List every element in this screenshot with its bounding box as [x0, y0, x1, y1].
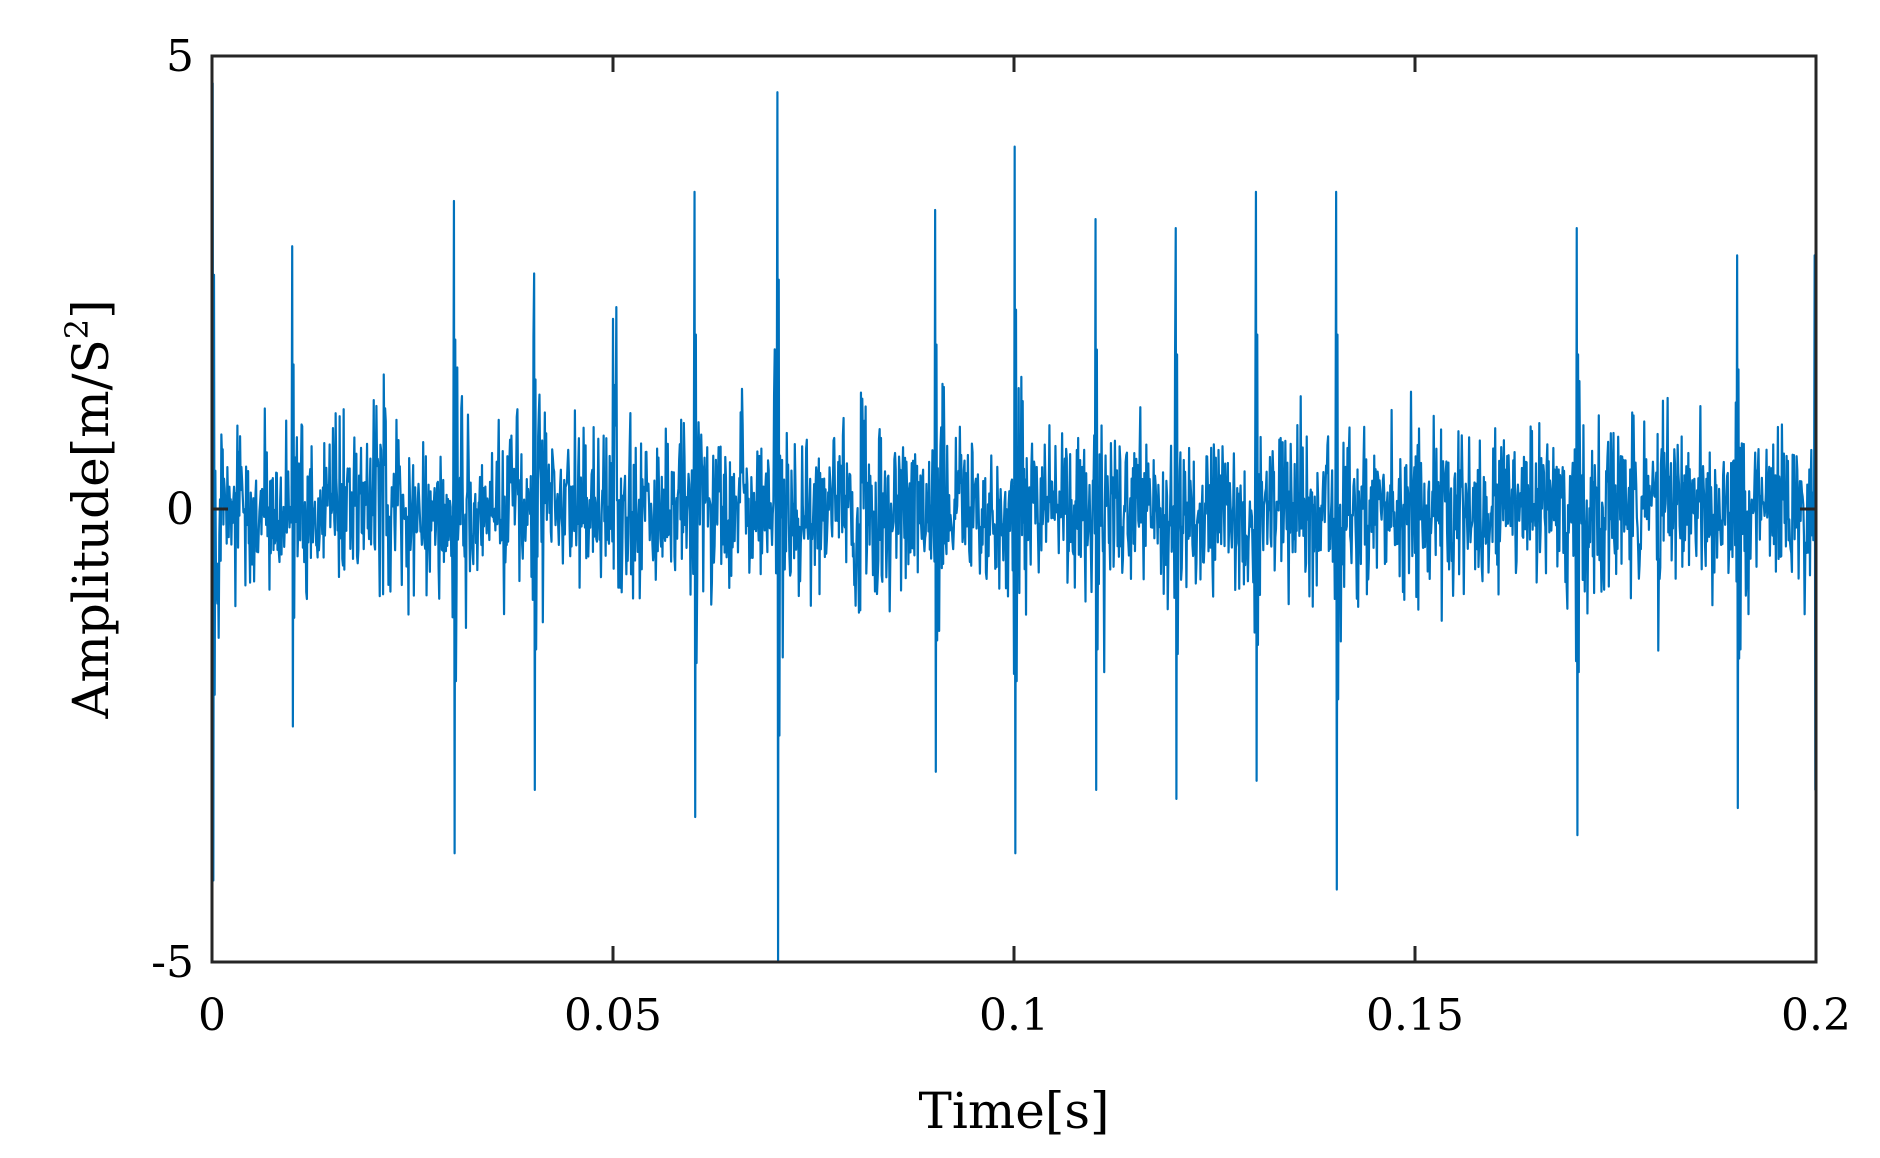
signal-series-line	[210, 82, 1818, 964]
y-axis-title-superscript: 2	[58, 319, 96, 339]
y-axis-title-suffix: ]	[62, 299, 120, 319]
y-tick-label: -5	[151, 937, 194, 988]
y-tick-label: 5	[166, 31, 194, 82]
x-axis-title: Time[s]	[918, 1082, 1109, 1140]
x-tick-label: 0.15	[1366, 990, 1464, 1041]
plot-area	[210, 82, 1818, 964]
y-tick-label: 0	[166, 484, 194, 535]
y-axis-title: Amplitude[m/S2]	[58, 299, 120, 719]
axis-ticks: 0 0.05 0.1 0.15 0.2-505	[151, 31, 1851, 1041]
x-tick-label: 0	[198, 990, 226, 1041]
y-axis-title-text: Amplitude[m/S	[62, 339, 120, 719]
x-tick-label: 0.05	[564, 990, 662, 1041]
x-tick-label: 0.2	[1781, 990, 1851, 1041]
x-tick-label: 0.1	[979, 990, 1049, 1041]
